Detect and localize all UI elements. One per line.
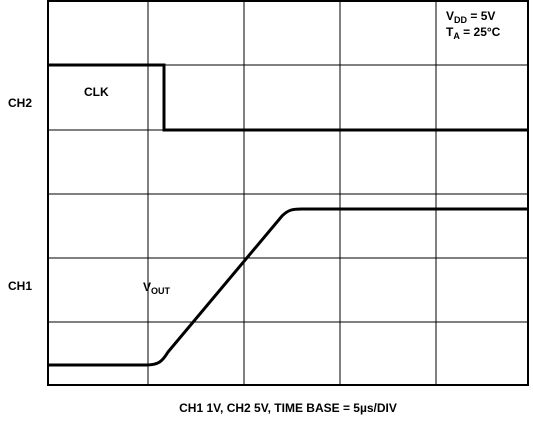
channel-label: CH1 bbox=[8, 279, 32, 293]
caption: CH1 1V, CH2 5V, TIME BASE = 5µs/DIV bbox=[179, 401, 397, 415]
signal-label: CLK bbox=[84, 85, 109, 99]
signal-label: VOUT bbox=[143, 280, 171, 296]
clk-waveform bbox=[48, 63, 528, 132]
grid bbox=[48, 1, 528, 385]
condition: VDD = 5V bbox=[446, 9, 495, 25]
channel-label: CH2 bbox=[8, 96, 32, 110]
frame bbox=[47, 0, 529, 386]
vout-waveform bbox=[48, 207, 528, 367]
condition: TA = 25°C bbox=[446, 25, 501, 41]
